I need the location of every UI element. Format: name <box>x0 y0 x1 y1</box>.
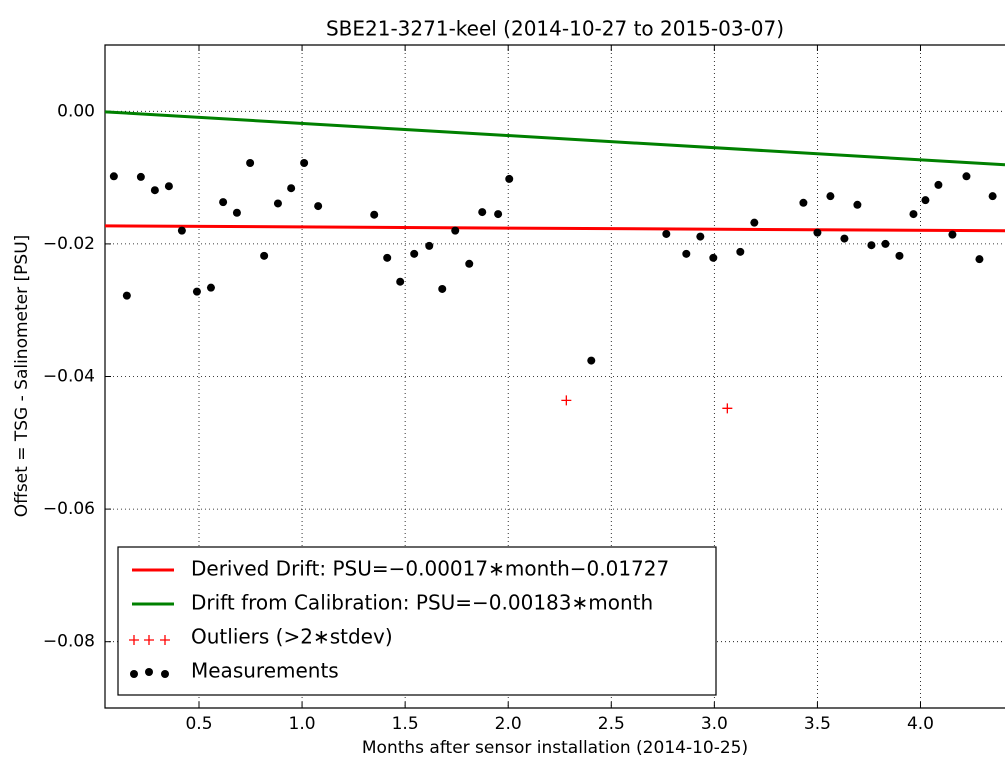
measurement-point <box>246 159 255 168</box>
measurement-point <box>410 249 419 258</box>
measurement-point <box>370 210 379 219</box>
measurement-point <box>219 198 228 207</box>
x-tick-label: 3.5 <box>804 714 831 734</box>
measurement-point <box>232 208 241 217</box>
legend: Derived Drift: PSU=−0.00017∗month−0.0172… <box>117 546 717 696</box>
measurement-point <box>853 200 862 209</box>
measurement-point <box>934 180 943 189</box>
x-tick-label: 2.5 <box>598 714 625 734</box>
y-tick-label: −0.08 <box>43 632 95 652</box>
legend-swatch <box>144 635 154 645</box>
measurement-point <box>494 210 503 219</box>
legend-swatch <box>129 635 139 645</box>
legend-label: Derived Drift: PSU=−0.00017∗month−0.0172… <box>191 557 669 581</box>
measurement-point <box>177 226 186 235</box>
measurement-point <box>451 226 460 235</box>
measurement-point <box>150 186 159 195</box>
measurement-point <box>662 229 671 238</box>
measurement-point <box>948 230 957 239</box>
x-tick-label: 0.5 <box>185 714 212 734</box>
measurement-point <box>122 291 131 300</box>
measurement-point <box>975 255 984 264</box>
plot-frame <box>104 44 1005 709</box>
measurement-point <box>136 172 145 181</box>
y-axis-label: Offset = TSG - Salinometer [PSU] <box>12 235 32 518</box>
x-tick-label: 1.0 <box>289 714 316 734</box>
measurement-point <box>750 218 759 227</box>
measurement-point <box>273 199 282 208</box>
measurement-point <box>109 172 118 181</box>
x-tick-label: 1.5 <box>392 714 419 734</box>
x-axis-label: Months after sensor installation (2014-1… <box>362 738 748 758</box>
measurement-point <box>478 208 487 217</box>
measurement-point <box>867 241 876 250</box>
x-tick-label: 3.0 <box>701 714 728 734</box>
measurement-point <box>840 234 849 243</box>
outlier-marker <box>722 403 733 414</box>
legend-swatch <box>160 635 170 645</box>
drift-line <box>104 224 1005 233</box>
drift-line <box>104 110 1005 167</box>
measurement-point <box>314 202 323 211</box>
legend-swatch <box>130 670 138 678</box>
measurement-point <box>192 287 201 296</box>
measurement-point <box>813 228 822 237</box>
measurement-point <box>206 283 215 292</box>
legend-label: Drift from Calibration: PSU=−0.00183∗mon… <box>191 591 653 615</box>
y-tick-label: −0.06 <box>43 499 95 519</box>
legend-box <box>117 546 717 696</box>
measurement-point <box>438 284 447 293</box>
measurement-point <box>425 241 434 250</box>
x-tick-label: 2.0 <box>495 714 522 734</box>
measurement-point <box>736 247 745 256</box>
measurement-point <box>287 184 296 193</box>
measurement-point <box>962 172 971 181</box>
legend-label: Measurements <box>191 659 339 683</box>
measurement-point <box>921 196 930 205</box>
measurement-point <box>988 192 997 201</box>
measurement-point <box>260 251 269 260</box>
measurement-point <box>164 182 173 191</box>
measurement-point <box>396 277 405 286</box>
measurement-point <box>383 253 392 262</box>
measurement-point <box>505 174 514 183</box>
y-tick-label: 0.00 <box>57 101 95 121</box>
legend-swatch <box>145 668 153 676</box>
outlier-marker <box>561 395 572 406</box>
measurement-point <box>696 232 705 241</box>
measurement-point <box>465 259 474 268</box>
x-tick-label: 4.0 <box>907 714 934 734</box>
y-tick-label: −0.02 <box>43 234 95 254</box>
chart-title: SBE21-3271-keel (2014-10-27 to 2015-03-0… <box>326 17 784 41</box>
measurement-point <box>682 249 691 258</box>
measurement-point <box>799 198 808 207</box>
legend-swatch <box>161 670 169 678</box>
legend-label: Outliers (>2∗stdev) <box>191 625 393 649</box>
measurement-point <box>587 356 596 365</box>
measurement-point <box>881 239 890 248</box>
measurement-point <box>909 210 918 219</box>
y-tick-label: −0.04 <box>43 367 95 387</box>
measurement-point <box>826 192 835 201</box>
measurement-point <box>709 253 718 262</box>
measurement-point <box>895 251 904 260</box>
measurement-point <box>300 159 309 168</box>
